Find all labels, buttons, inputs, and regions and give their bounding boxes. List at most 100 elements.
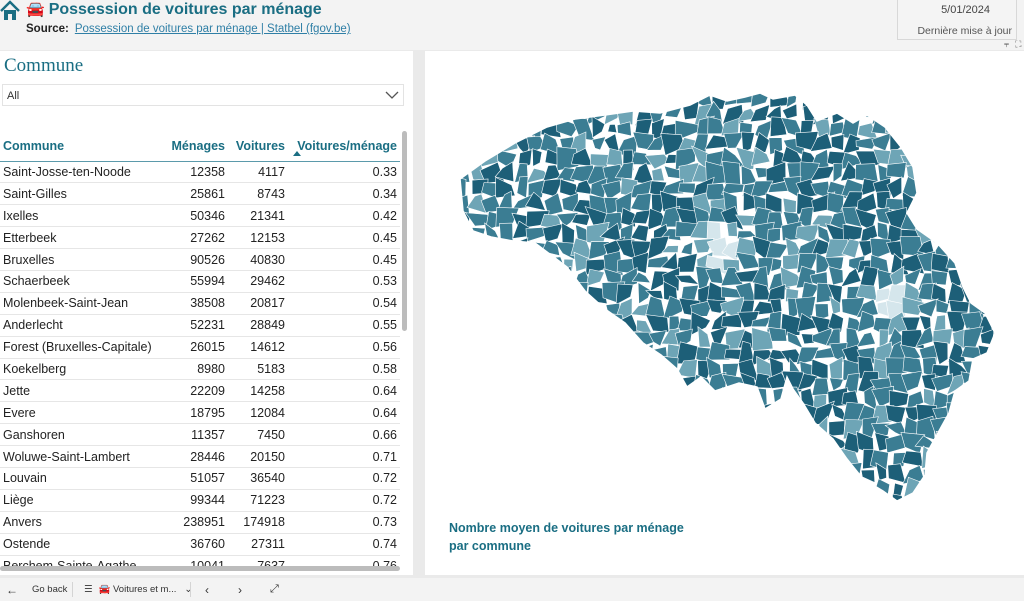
commune-region[interactable] [930,91,954,109]
commune-region[interactable] [977,449,993,470]
commune-region[interactable] [902,91,923,103]
commune-region[interactable] [683,506,700,511]
commune-region[interactable] [525,312,551,334]
commune-region[interactable] [844,91,864,110]
commune-region[interactable] [768,415,787,438]
commune-region[interactable] [588,389,610,409]
page-selector[interactable]: ☰ 🚘 Voitures et m... ⌄ [84,578,192,601]
commune-region[interactable] [494,447,520,462]
commune-region[interactable] [674,446,698,471]
commune-region[interactable] [833,91,844,109]
commune-region[interactable] [569,326,591,350]
commune-region[interactable] [558,419,576,437]
commune-region[interactable] [650,93,668,111]
commune-region[interactable] [726,221,738,237]
commune-region[interactable] [455,375,456,387]
commune-region[interactable] [992,388,1000,402]
commune-region[interactable] [920,108,941,119]
commune-region[interactable] [826,479,848,493]
commune-region[interactable] [974,408,995,426]
commune-region[interactable] [990,301,1000,318]
commune-region[interactable] [963,91,980,92]
table-row[interactable]: Bruxelles 90526 40830 0.45 [0,248,400,271]
commune-region[interactable] [766,462,791,478]
commune-region[interactable] [661,295,684,322]
commune-region[interactable] [649,417,670,438]
commune-region[interactable] [605,344,625,365]
commune-region[interactable] [526,282,549,306]
commune-region[interactable] [705,418,725,437]
commune-region[interactable] [723,348,742,360]
commune-region[interactable] [486,449,505,465]
commune-region[interactable] [455,510,474,511]
commune-region[interactable] [680,284,699,301]
commune-region[interactable] [933,161,953,180]
commune-region[interactable] [603,447,621,467]
commune-region[interactable] [931,178,950,196]
commune-region[interactable] [545,388,560,407]
commune-region[interactable] [676,93,694,106]
commune-region[interactable] [754,508,766,511]
table-row[interactable]: Ganshoren 11357 7450 0.66 [0,423,400,447]
commune-region[interactable] [860,469,876,484]
commune-region[interactable] [915,91,937,106]
commune-region[interactable] [630,91,652,107]
focus-mode-icon[interactable]: ⛶ [1015,39,1022,49]
commune-region[interactable] [542,223,564,243]
commune-region[interactable] [976,255,999,275]
commune-region[interactable] [499,360,516,382]
commune-region[interactable] [827,507,842,511]
commune-region[interactable] [555,342,575,365]
commune-region[interactable] [832,163,843,183]
commune-region[interactable] [720,205,745,231]
commune-region[interactable] [607,124,618,134]
commune-region[interactable] [708,433,727,448]
commune-region[interactable] [574,435,594,455]
commune-region[interactable] [960,160,985,186]
commune-region[interactable] [675,147,696,171]
commune-region[interactable] [990,147,1000,168]
commune-region[interactable] [704,481,727,500]
commune-region[interactable] [934,507,953,511]
commune-region[interactable] [513,271,533,288]
commune-region[interactable] [495,271,515,284]
commune-region[interactable] [588,330,608,348]
table-row[interactable]: Jette 22209 14258 0.64 [0,379,400,403]
commune-region[interactable] [901,296,926,316]
commune-region[interactable] [873,478,891,500]
commune-region[interactable] [455,417,456,436]
commune-region[interactable] [797,493,820,511]
commune-region[interactable] [615,283,634,306]
commune-region[interactable] [555,329,575,350]
commune-region[interactable] [944,483,967,497]
commune-region[interactable] [766,227,781,244]
commune-region[interactable] [480,116,503,140]
commune-region[interactable] [771,494,789,511]
commune-region[interactable] [630,496,654,511]
commune-region[interactable] [784,91,803,92]
commune-region[interactable] [949,238,968,261]
commune-region[interactable] [647,378,669,395]
commune-region[interactable] [501,343,513,365]
commune-region[interactable] [839,91,859,94]
commune-region[interactable] [543,256,566,272]
commune-region[interactable] [751,433,770,451]
commune-region[interactable] [494,161,515,183]
commune-region[interactable] [616,121,632,137]
commune-region[interactable] [471,227,486,246]
commune-region[interactable] [652,507,668,511]
commune-region[interactable] [498,478,520,494]
commune-region[interactable] [903,506,922,511]
commune-region[interactable] [900,498,922,511]
commune-region[interactable] [516,91,530,95]
commune-region[interactable] [795,467,820,482]
commune-region[interactable] [917,298,939,318]
filter-icon[interactable]: ⫧ [1004,39,1010,49]
commune-region[interactable] [615,356,640,378]
commune-region[interactable] [782,197,797,215]
commune-region[interactable] [945,151,968,165]
commune-region[interactable] [576,423,592,442]
commune-region[interactable] [601,432,619,457]
commune-region[interactable] [871,509,894,511]
commune-region[interactable] [721,183,745,195]
